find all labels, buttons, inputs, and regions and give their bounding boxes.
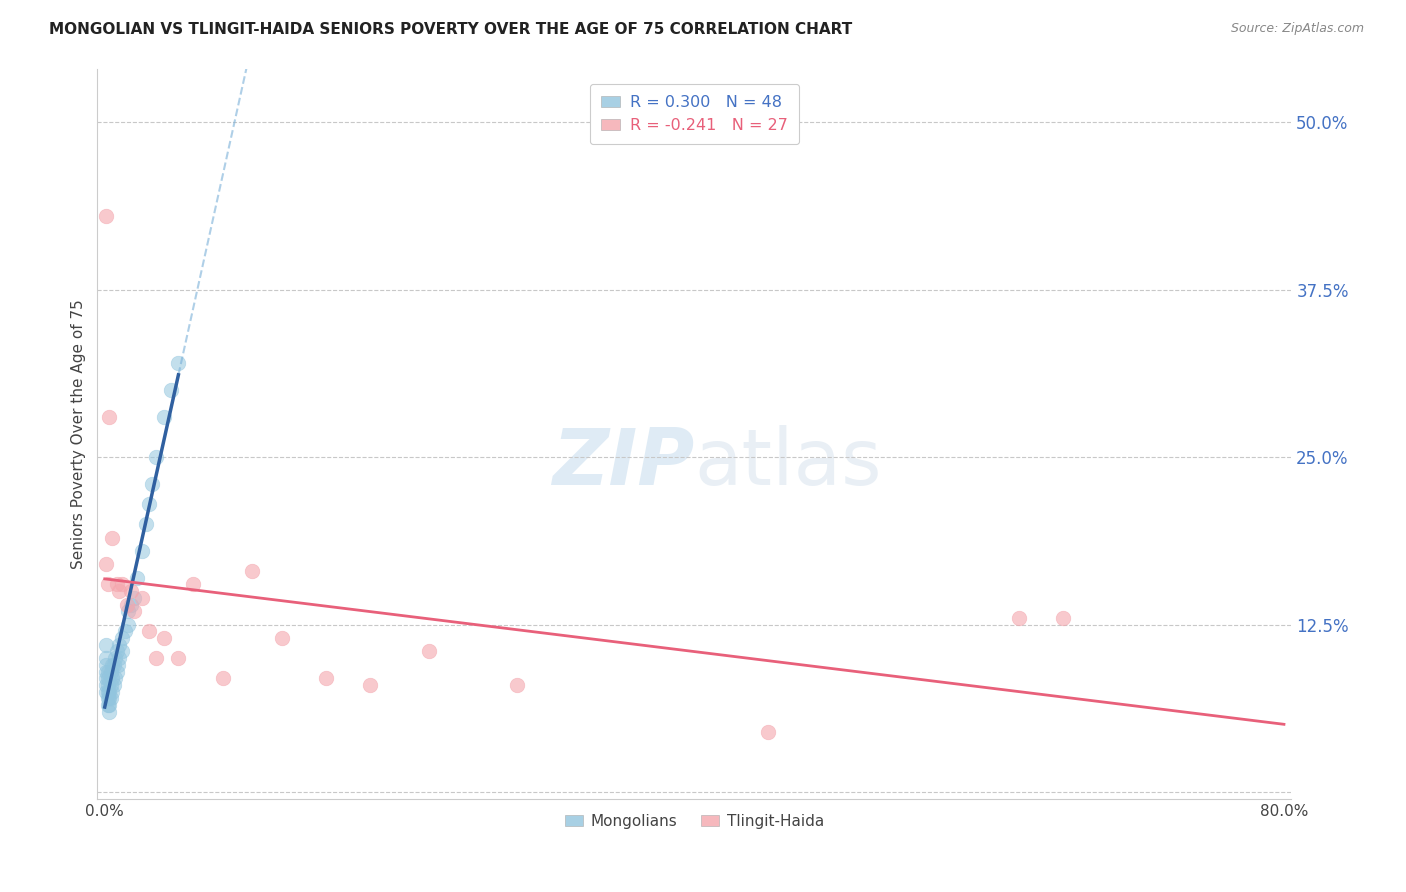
Point xyxy=(122,604,145,618)
Point xyxy=(270,631,292,645)
Point xyxy=(98,698,121,712)
Point xyxy=(115,598,138,612)
Point xyxy=(97,691,120,706)
Y-axis label: Seniors Poverty Over the Age of 75: Seniors Poverty Over the Age of 75 xyxy=(72,299,86,568)
Point xyxy=(111,577,134,591)
Point xyxy=(111,644,134,658)
Point xyxy=(97,665,120,679)
Point xyxy=(211,671,233,685)
Point xyxy=(1052,611,1074,625)
Point xyxy=(167,356,190,370)
Point xyxy=(101,657,124,672)
Point xyxy=(167,651,190,665)
Point xyxy=(100,678,122,692)
Point xyxy=(100,665,122,679)
Point xyxy=(101,684,124,698)
Point xyxy=(359,678,381,692)
Point xyxy=(1007,611,1029,625)
Point xyxy=(104,651,127,665)
Point xyxy=(98,409,121,424)
Text: Source: ZipAtlas.com: Source: ZipAtlas.com xyxy=(1230,22,1364,36)
Point xyxy=(138,497,160,511)
Point xyxy=(97,684,120,698)
Text: ZIP: ZIP xyxy=(553,425,695,501)
Point xyxy=(96,678,118,692)
Point xyxy=(107,657,129,672)
Point xyxy=(135,517,157,532)
Point xyxy=(97,678,120,692)
Point xyxy=(97,671,120,685)
Point xyxy=(315,671,337,685)
Point xyxy=(97,577,120,591)
Point xyxy=(181,577,204,591)
Point xyxy=(96,638,118,652)
Point xyxy=(108,651,131,665)
Legend: Mongolians, Tlingit-Haida: Mongolians, Tlingit-Haida xyxy=(558,808,830,835)
Point xyxy=(152,409,174,424)
Point xyxy=(152,631,174,645)
Point xyxy=(98,705,121,719)
Point xyxy=(101,671,124,685)
Point xyxy=(160,383,183,397)
Point xyxy=(145,450,167,464)
Point xyxy=(105,644,128,658)
Point xyxy=(105,665,128,679)
Point xyxy=(97,698,120,712)
Point xyxy=(145,651,167,665)
Point xyxy=(114,624,136,639)
Point xyxy=(108,638,131,652)
Text: atlas: atlas xyxy=(695,425,882,501)
Point xyxy=(96,657,118,672)
Point xyxy=(120,584,142,599)
Text: MONGOLIAN VS TLINGIT-HAIDA SENIORS POVERTY OVER THE AGE OF 75 CORRELATION CHART: MONGOLIAN VS TLINGIT-HAIDA SENIORS POVER… xyxy=(49,22,852,37)
Point xyxy=(101,531,124,545)
Point xyxy=(103,657,125,672)
Point xyxy=(117,617,139,632)
Point xyxy=(240,564,263,578)
Point xyxy=(111,631,134,645)
Point xyxy=(104,671,127,685)
Point xyxy=(131,591,153,605)
Point xyxy=(103,678,125,692)
Point xyxy=(96,665,118,679)
Point xyxy=(96,558,118,572)
Point xyxy=(117,604,139,618)
Point xyxy=(96,671,118,685)
Point xyxy=(98,691,121,706)
Point xyxy=(96,209,118,223)
Point xyxy=(96,684,118,698)
Point xyxy=(418,644,440,658)
Point xyxy=(506,678,529,692)
Point xyxy=(138,624,160,639)
Point xyxy=(122,591,145,605)
Point xyxy=(98,684,121,698)
Point xyxy=(96,651,118,665)
Point xyxy=(120,598,142,612)
Point xyxy=(100,691,122,706)
Point xyxy=(127,571,149,585)
Point xyxy=(131,544,153,558)
Point xyxy=(756,724,779,739)
Point xyxy=(141,477,163,491)
Point xyxy=(108,584,131,599)
Point xyxy=(105,577,128,591)
